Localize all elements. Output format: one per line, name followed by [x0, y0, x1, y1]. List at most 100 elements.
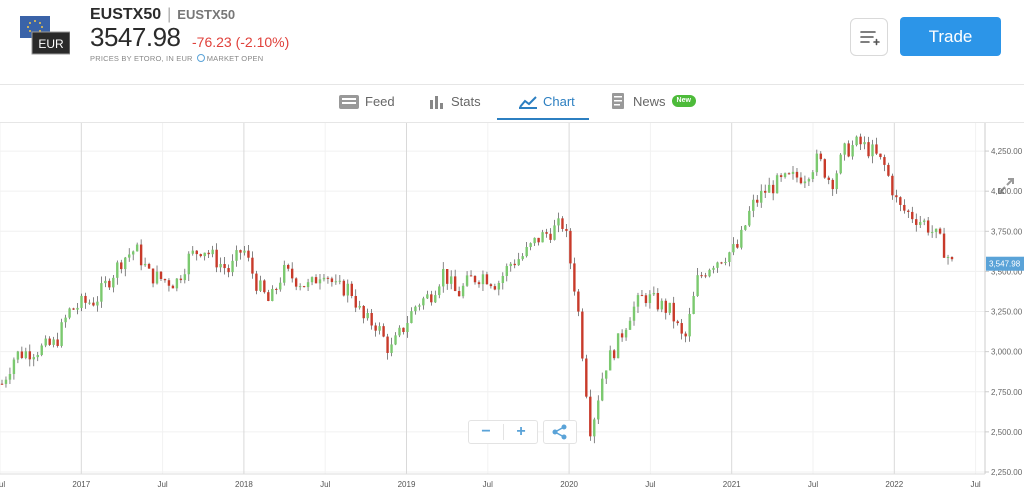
x-tick-label: Jul	[320, 480, 330, 489]
candle-up	[855, 136, 858, 146]
candle-up	[652, 292, 656, 295]
price-change: -76.23 (-2.10%)	[192, 34, 290, 50]
candle-down	[569, 230, 572, 264]
tab-chart[interactable]: Chart	[497, 84, 589, 120]
zoom-controls: − +	[468, 420, 538, 444]
candle-up	[406, 323, 409, 333]
x-tick-label: Jul	[808, 480, 818, 489]
candle-up	[16, 351, 20, 360]
zoom-out-button[interactable]: −	[481, 423, 491, 440]
candle-down	[171, 285, 175, 289]
candle-down	[823, 159, 827, 178]
candle-down	[326, 277, 330, 279]
candle-down	[56, 339, 59, 346]
candle-up	[688, 313, 691, 337]
candle-up	[100, 283, 103, 302]
candle-up	[843, 143, 846, 155]
candle-up	[628, 320, 632, 330]
candle-down	[891, 175, 894, 196]
tab-feed[interactable]: Feed	[339, 84, 395, 120]
share-button[interactable]	[543, 420, 577, 444]
fullscreen-icon[interactable]	[998, 178, 1014, 199]
candle-up	[811, 172, 815, 180]
candle-down	[251, 257, 254, 274]
candle-down	[771, 184, 775, 194]
instrument-header: EUR EUSTX50 | EUSTX50 3547.98 -76.23 (-2.1…	[0, 0, 1024, 85]
x-tick-label: Jul	[483, 480, 493, 489]
candle-up	[187, 253, 191, 275]
trade-button[interactable]: Trade	[900, 17, 1001, 56]
candle-up	[807, 179, 811, 182]
new-badge: New	[671, 95, 696, 107]
candle-up	[426, 294, 429, 299]
candle-down	[477, 282, 481, 285]
zoom-in-button[interactable]: +	[516, 423, 526, 440]
instrument-tabs: Feed Stats Chart News New	[0, 84, 1024, 194]
candle-up	[175, 278, 179, 289]
candle-down	[664, 300, 668, 313]
candle-up	[922, 220, 926, 222]
candle-down	[195, 250, 198, 255]
candle-up	[64, 317, 67, 323]
candle-up	[497, 283, 501, 290]
candle-up	[96, 301, 99, 306]
candle-up	[442, 269, 445, 287]
x-tick-label: Jul	[645, 480, 655, 489]
candle-up	[322, 277, 326, 280]
candle-down	[223, 264, 226, 269]
candle-down	[473, 275, 477, 283]
stats-icon	[430, 96, 443, 109]
candle-down	[561, 218, 564, 229]
candle-down	[915, 219, 918, 225]
candle-up	[461, 285, 465, 297]
candle-up	[434, 295, 437, 303]
candle-down	[903, 204, 906, 211]
candle-up	[696, 275, 699, 297]
candle-up	[815, 153, 819, 173]
tab-news[interactable]: News New	[611, 84, 696, 120]
candle-up	[32, 357, 35, 360]
candle-up	[716, 262, 719, 268]
candlestick-chart[interactable]: 4,250.00 4,000.00 3,750.00 3,500.00 3,250.00…	[0, 123, 1024, 494]
instrument-title: EUSTX50 | EUSTX50	[90, 6, 235, 24]
candle-down	[469, 275, 473, 277]
candle-down	[453, 276, 457, 292]
candle-up	[465, 275, 469, 286]
candle-up	[135, 244, 139, 252]
y-tick-label: 2,500.00	[991, 428, 1023, 437]
candle-up	[334, 281, 338, 283]
candle-down	[656, 292, 660, 310]
y-tick-label: 3,750.00	[991, 227, 1023, 236]
candle-up	[390, 344, 393, 353]
tab-feed-label: Feed	[365, 94, 395, 109]
add-to-watchlist-button[interactable]	[850, 18, 888, 56]
candle-up	[934, 228, 938, 233]
zoom-divider	[503, 424, 504, 440]
candle-down	[489, 284, 493, 287]
y-tick-label: 3,250.00	[991, 308, 1023, 317]
candle-up	[131, 251, 135, 255]
candle-up	[112, 277, 115, 288]
candle-up	[557, 218, 560, 226]
candle-down	[672, 302, 675, 322]
candle-down	[275, 288, 278, 290]
candle-down	[581, 311, 584, 359]
candle-down	[942, 233, 946, 258]
chart-icon	[519, 96, 537, 109]
candle-up	[919, 221, 922, 225]
candle-down	[108, 280, 111, 288]
candle-down	[704, 275, 707, 277]
candle-up	[306, 282, 310, 288]
candle-down	[859, 136, 862, 145]
list-add-icon	[860, 31, 880, 46]
price-chart[interactable]: 4,250.00 4,000.00 3,750.00 3,500.00 3,250.00…	[0, 123, 1024, 494]
tab-stats[interactable]: Stats	[429, 84, 481, 120]
candle-up	[616, 333, 620, 359]
candle-down	[294, 278, 298, 287]
candle-up	[203, 252, 206, 257]
candle-up	[724, 261, 727, 263]
candle-down	[457, 291, 461, 297]
candle-up	[88, 302, 91, 304]
candle-up	[692, 296, 695, 314]
price-source: PRICES BY ETORO, IN EUR MARKET OPEN	[90, 54, 263, 63]
